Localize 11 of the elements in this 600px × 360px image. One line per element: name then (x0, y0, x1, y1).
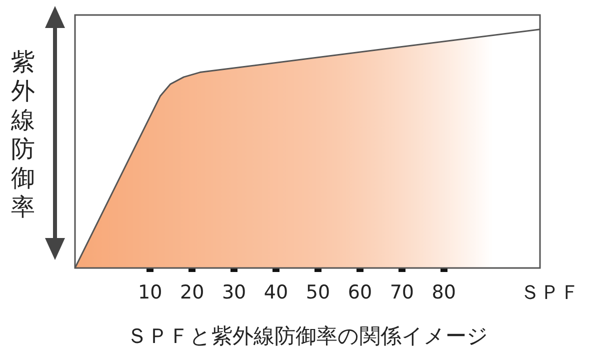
text: ＳＰＦと紫外線防御率の関係イメージ (126, 324, 488, 348)
x-axis-title: ＳＰＦ (520, 280, 580, 304)
x-tick-label: 40 (264, 281, 288, 304)
x-tick-label: 60 (348, 281, 372, 304)
x-tick-label: 50 (306, 281, 330, 304)
x-tick-label: 10 (138, 281, 162, 304)
x-tick-label: 80 (432, 281, 456, 304)
y-axis-title: 紫外線防御率 (11, 48, 36, 222)
x-tick-label: 20 (180, 281, 204, 304)
x-tick-label: 70 (390, 281, 414, 304)
x-tick-label: 30 (222, 281, 246, 304)
